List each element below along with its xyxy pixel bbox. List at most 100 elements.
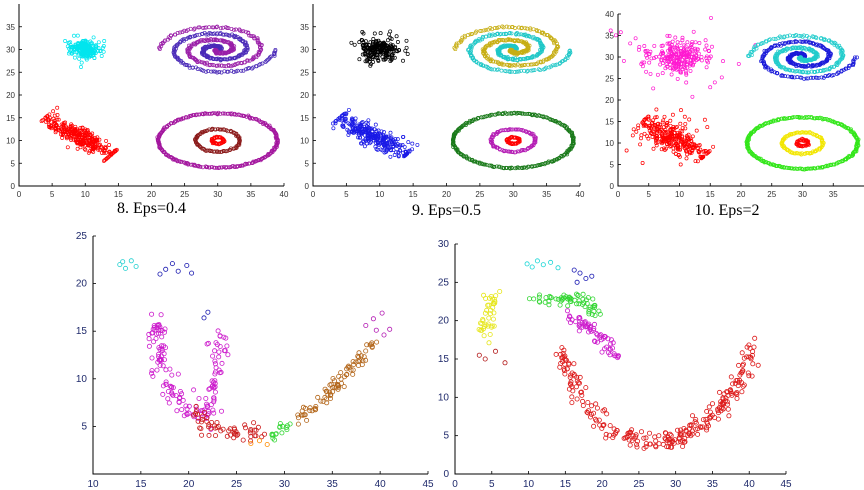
point-spiral-arm-a xyxy=(503,31,508,36)
point-blob-lower xyxy=(86,150,91,155)
point-blob-upper xyxy=(96,40,101,45)
point-spiral-arm-a xyxy=(195,67,200,71)
point-blob-lower xyxy=(77,142,82,147)
point-spiral-arm-b xyxy=(509,63,514,68)
point-spiral-arm-b xyxy=(159,42,163,46)
point-blob-lower xyxy=(59,132,64,137)
point-spiral-arm-a xyxy=(213,69,218,74)
point-cluster-magenta xyxy=(224,343,230,349)
y-tick-label: 5 xyxy=(305,159,310,168)
point-cluster-magenta xyxy=(174,408,180,414)
point-ring-outer xyxy=(267,123,272,128)
point-cluster-magenta xyxy=(167,366,173,372)
point-cluster-cyan xyxy=(548,259,554,265)
point-ring-outer xyxy=(502,166,506,171)
point-spiral-arm-a xyxy=(228,56,233,61)
y-tick-label: 0 xyxy=(11,182,16,191)
panel-caption: 8. Eps=0.4 xyxy=(117,200,186,217)
point-ring-outer xyxy=(209,165,214,169)
point-spiral-arm-b xyxy=(527,43,532,48)
x-tick-label: 25 xyxy=(180,190,189,199)
point-ring-outer xyxy=(217,165,222,170)
point-spiral-arm-b xyxy=(525,26,530,31)
point-ring-outer xyxy=(204,111,209,116)
point-cluster-cyan xyxy=(534,258,540,264)
point-blob-upper xyxy=(392,55,397,60)
y-tick-label: 5 xyxy=(11,159,16,168)
point-cluster-magenta xyxy=(216,349,222,355)
point-spiral-arm-b xyxy=(555,43,560,48)
point-spiral-arm-a xyxy=(210,32,215,37)
point-cluster-blue xyxy=(577,270,583,276)
point-blob-lower xyxy=(74,132,79,137)
point-blob-upper xyxy=(361,40,366,45)
point-spiral-arm-a xyxy=(207,44,212,49)
x-tick-label: 30 xyxy=(670,479,682,490)
point-spiral-arm-b xyxy=(184,29,189,34)
point-blob-lower xyxy=(342,117,347,121)
point-blob-upper xyxy=(381,40,386,45)
point-blob-upper xyxy=(387,32,392,37)
point-blob-upper xyxy=(77,48,82,53)
point-ring-outer xyxy=(222,111,227,116)
point-spiral-arm-a xyxy=(489,33,494,38)
point-ring-outer xyxy=(207,111,211,116)
point-blob-upper xyxy=(385,53,390,58)
x-tick-label: 15 xyxy=(706,190,715,199)
point-cluster-magenta xyxy=(212,348,218,354)
point-blob-lower xyxy=(673,151,678,156)
point-spiral-arm-b xyxy=(516,25,521,30)
point-spiral-arm-a xyxy=(479,63,484,68)
point-spiral-arm-a xyxy=(238,53,243,58)
point-spiral-arm-b xyxy=(214,25,219,30)
point-blob-upper xyxy=(101,44,106,48)
point-ring-outer xyxy=(526,111,531,116)
point-ring-outer xyxy=(525,111,529,116)
point-ring-outer xyxy=(275,139,280,144)
point-spiral-arm-a xyxy=(521,32,526,37)
point-blob-lower xyxy=(51,116,56,121)
point-ring-middle xyxy=(237,139,242,144)
point-cluster-brown xyxy=(363,348,369,354)
point-spiral-arm-a xyxy=(186,63,191,68)
point-ring-outer xyxy=(198,164,203,169)
point-cluster-purple xyxy=(379,310,385,316)
point-ring-outer xyxy=(507,165,512,170)
point-spiral-arm-b xyxy=(493,59,498,64)
point-ring-outer xyxy=(461,154,466,159)
point-ring-outer xyxy=(200,111,205,116)
point-blob-upper xyxy=(376,58,381,63)
x-tick-label: 30 xyxy=(213,190,222,199)
point-blob-lower xyxy=(406,140,411,145)
point-spiral-arm-a xyxy=(561,58,566,63)
point-blob-upper xyxy=(371,43,375,48)
panel-caption: 9. Eps=0.5 xyxy=(412,202,481,219)
point-blob-upper xyxy=(401,58,405,63)
point-cluster-blue xyxy=(574,279,580,285)
point-spiral-arm-a xyxy=(489,67,494,72)
point-blob-upper xyxy=(647,60,652,65)
point-blob-upper xyxy=(684,80,689,85)
point-spiral-arm-b xyxy=(507,25,511,30)
point-blob-upper xyxy=(68,45,73,50)
point-cluster-brown xyxy=(361,354,367,360)
y-tick-label: 25 xyxy=(438,277,450,288)
point-blob-lower xyxy=(64,128,69,132)
point-blob-lower xyxy=(49,123,54,128)
point-blob-lower xyxy=(69,136,73,141)
y-tick-label: 25 xyxy=(76,231,88,242)
point-blob-lower xyxy=(78,126,83,131)
point-spiral-arm-a xyxy=(258,61,263,66)
x-tick-label: 10 xyxy=(87,479,99,490)
point-ring-outer xyxy=(214,111,219,116)
point-cluster-brown xyxy=(338,370,344,376)
y-tick-label: 0 xyxy=(305,182,310,191)
x-tick-label: 40 xyxy=(375,479,387,490)
point-blob-upper xyxy=(710,44,714,49)
point-blob-lower xyxy=(97,148,102,153)
point-spiral-arm-b xyxy=(528,27,533,32)
point-ring-outer xyxy=(228,165,233,169)
point-cluster-brown xyxy=(350,359,356,365)
point-blob-lower xyxy=(104,138,109,143)
